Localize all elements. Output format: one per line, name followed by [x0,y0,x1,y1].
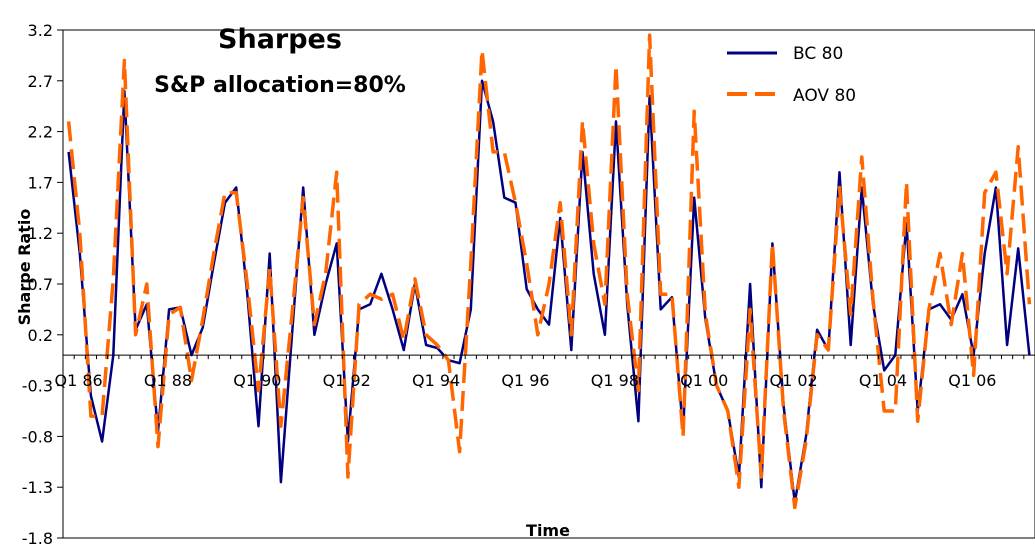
x-tick-label: Q1 98 [591,371,639,390]
x-tick-label: Q1 92 [323,371,371,390]
y-tick-label: 1.7 [28,173,53,192]
y-axis-label: Sharpe Ratio [15,209,34,326]
axis-layer: 3.2 2.7 2.2 1.7 1.2 0.7 0.2 -0.3 -0.8 -1.3 -1.8 Q1 … [22,21,1035,548]
x-tick-label: Q1 02 [770,371,818,390]
chart-title: Sharpes [218,24,342,55]
legend-label-aov: AOV 80 [793,86,856,106]
x-axis-label: Time [526,521,570,540]
y-tick-label: 0.7 [28,275,53,294]
y-tick-label: 3.2 [28,21,53,40]
x-tick-label: Q1 90 [233,371,281,390]
x-tick-label: Q1 94 [412,371,460,390]
y-tick-label: 0.2 [28,326,53,345]
y-tick-label: 2.2 [28,123,53,142]
series-line-aov-80 [66,33,1032,510]
legend: BC 80 AOV 80 [727,44,856,106]
y-tick-label: -1.8 [22,529,53,546]
y-tick-label: -0.8 [22,427,53,446]
legend-label-bc: BC 80 [793,44,843,64]
x-tick-label: Q1 06 [948,371,996,390]
series-layer [66,33,1032,510]
y-tick-label: 1.2 [28,224,53,243]
y-tick-label: 2.7 [28,72,53,91]
chart-subtitle: S&P allocation=80% [154,73,406,98]
x-tick-label: Q1 96 [501,371,549,390]
x-tick-label: Q1 86 [54,371,102,390]
y-tick-label: -1.3 [22,478,53,497]
y-tick-label: -0.3 [22,377,53,396]
x-tick-label: Q1 04 [859,371,907,390]
x-tick-label: Q1 88 [144,371,192,390]
x-tick-label: Q1 00 [680,371,728,390]
